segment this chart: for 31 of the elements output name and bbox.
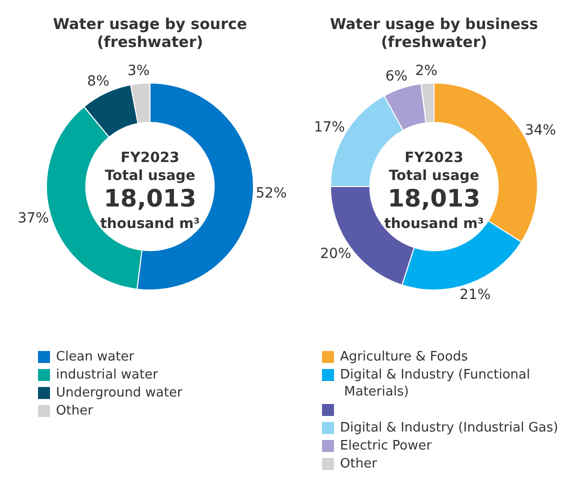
text: Total usage (388, 168, 480, 184)
text: Total usage (104, 168, 196, 184)
legend-label: Agriculture & Foods (340, 349, 468, 364)
data-label: 3% (127, 63, 150, 80)
legend-label: Clean water (56, 349, 135, 364)
data-label: 37% (18, 210, 49, 226)
chart-title: Water usage by source (52, 14, 248, 33)
text: thousand m³ (100, 216, 200, 232)
legend-label: Digital & Industry (Functional Materials) (340, 367, 530, 400)
data-label: 17% (314, 119, 345, 136)
legend-label: industrial water (56, 367, 159, 382)
chart-subtitle: (freshwater) (96, 32, 204, 51)
legend-label: Digital & Industry (Industrial Gas) (340, 420, 558, 436)
text: FY2023 (120, 150, 180, 166)
data-label: 52% (256, 185, 287, 202)
data-label: 20% (320, 246, 352, 262)
chart-subtitle: (freshwater) (380, 32, 488, 51)
data-label: 2% (415, 62, 438, 79)
text: FY2023 (404, 150, 464, 166)
legend-label: Other (56, 403, 94, 418)
legend-label: Underground water (56, 385, 183, 400)
data-label: 21% (460, 286, 491, 303)
chart-title: Water usage by business (330, 14, 538, 33)
legend-label: Other (340, 456, 378, 472)
legend-label: Electric Power (340, 438, 432, 454)
data-label: 8% (87, 74, 110, 90)
data-label: 34% (524, 122, 556, 138)
text: 18,013 (388, 184, 480, 213)
text: 18,013 (104, 184, 196, 213)
data-label: 6% (385, 68, 408, 84)
text: thousand m³ (384, 216, 484, 232)
